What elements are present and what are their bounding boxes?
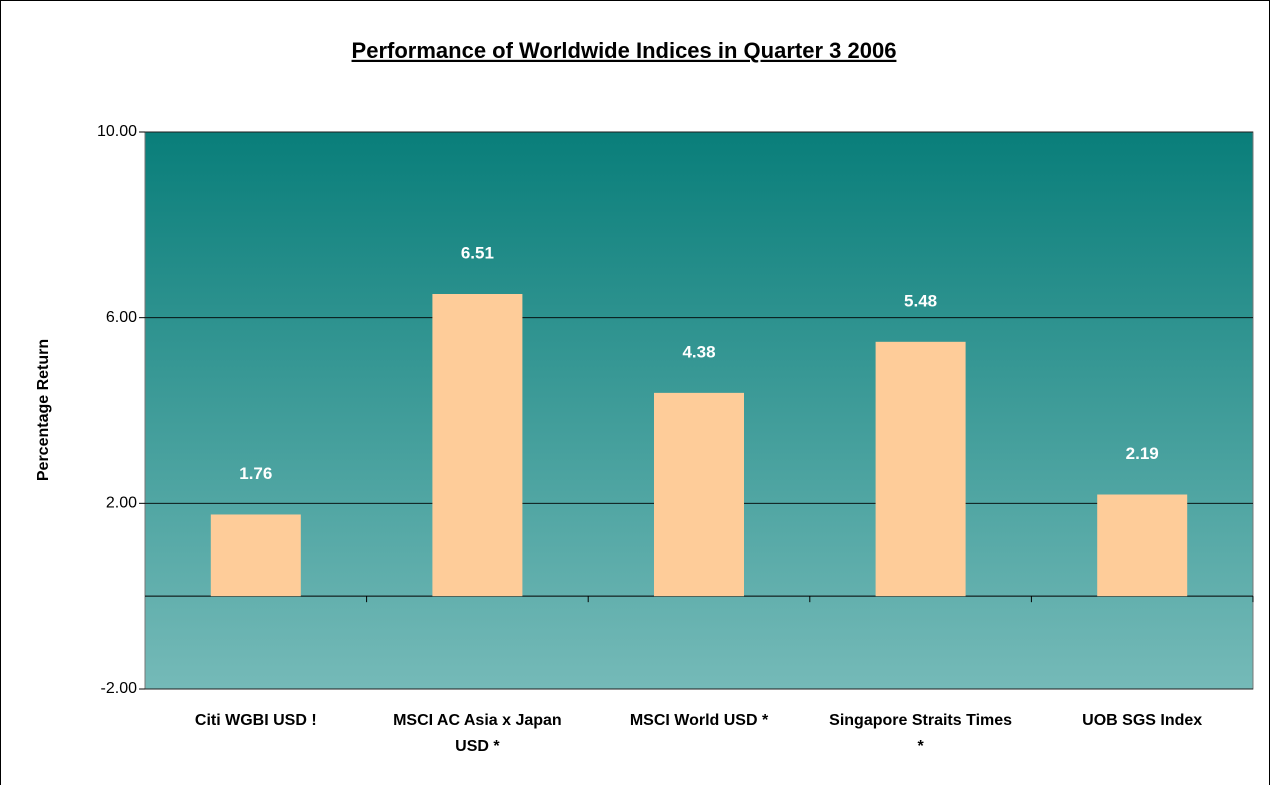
x-tick-label: MSCI World USD * xyxy=(629,712,769,729)
data-label: 5.48 xyxy=(904,291,937,310)
data-label: 2.19 xyxy=(1126,444,1159,463)
bar xyxy=(432,293,523,597)
x-tick-label: Citi WGBI USD ! xyxy=(194,712,317,729)
y-tick-label: -2.00 xyxy=(101,680,138,697)
data-label: 1.76 xyxy=(239,464,272,483)
bar xyxy=(654,392,744,597)
y-tick-label: 10.00 xyxy=(97,123,137,140)
y-tick-label: 6.00 xyxy=(106,309,137,326)
y-tick-label: 2.00 xyxy=(106,495,137,512)
x-tick-label: MSCI AC Asia x Japan USD * xyxy=(393,712,562,755)
data-label: 4.38 xyxy=(682,342,715,361)
bar xyxy=(210,514,301,597)
y-axis-label: Percentage Return xyxy=(35,339,52,481)
x-tick-label: UOB SGS Index xyxy=(1082,712,1203,729)
bar xyxy=(875,341,966,597)
x-tick-label: Singapore Straits Times * xyxy=(829,712,1013,755)
bar xyxy=(1097,494,1188,597)
chart-title: Performance of Worldwide Indices in Quar… xyxy=(352,38,897,63)
data-label: 6.51 xyxy=(461,243,494,262)
